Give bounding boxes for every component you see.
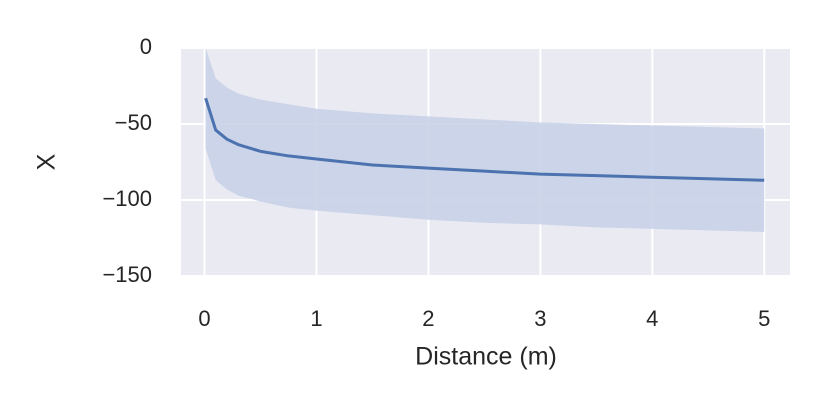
y-tick-label: 0 — [140, 34, 152, 59]
y-tick-label: −100 — [102, 186, 152, 211]
line — [204, 97, 765, 182]
y-tick-label: −50 — [115, 110, 152, 135]
y-axis-label: X — [33, 153, 61, 170]
y-tick-label: −150 — [102, 262, 152, 287]
x-tick-label: 1 — [310, 306, 322, 331]
x-tick-label: 0 — [198, 306, 210, 331]
confidence-band — [205, 48, 765, 232]
x-tick-label: 2 — [422, 306, 434, 331]
x-axis-label: Distance (m) — [415, 343, 557, 371]
x-tick-label: 3 — [534, 306, 546, 331]
x-tick-label: 5 — [758, 306, 770, 331]
x-tick-label: 4 — [646, 306, 658, 331]
